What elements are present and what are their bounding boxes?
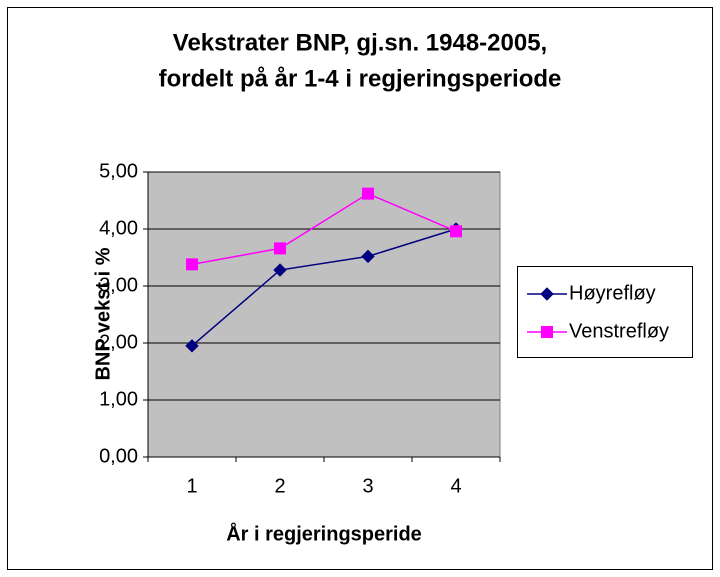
marker [362,187,374,200]
series-line [191,192,457,266]
marker [273,263,287,277]
y-axis-label: BNP vekst i % [92,247,114,380]
y-tick-label: 1,00 [99,388,138,410]
marker [540,287,554,301]
x-tick-label: 3 [362,475,373,497]
legend-label: Høyrefløy [569,282,656,304]
x-tick-label: 2 [274,475,285,497]
marker [186,258,198,271]
x-tick-label: 4 [450,475,461,497]
y-tick-label: 3,00 [99,274,138,296]
y-tick-label: 2,00 [99,331,138,353]
marker [361,249,375,264]
marker [450,225,462,238]
legend-box [517,266,693,358]
y-tick-label: 4,00 [99,217,138,239]
marker [541,326,553,338]
chart-title: fordelt på år 1-4 i regjeringsperiode [159,65,562,92]
marker [185,339,199,353]
series-line [191,228,457,347]
y-tick-label: 0,00 [99,445,138,467]
x-tick-label: 1 [186,475,197,497]
y-tick-label: 5,00 [99,160,138,182]
marker [274,242,286,255]
chart-title: Vekstrater BNP, gj.sn. 1948-2005, [173,29,547,56]
x-axis-label: År i regjeringsperide [226,521,422,545]
plot-area [147,171,501,458]
legend-label: Venstrefløy [569,320,669,342]
